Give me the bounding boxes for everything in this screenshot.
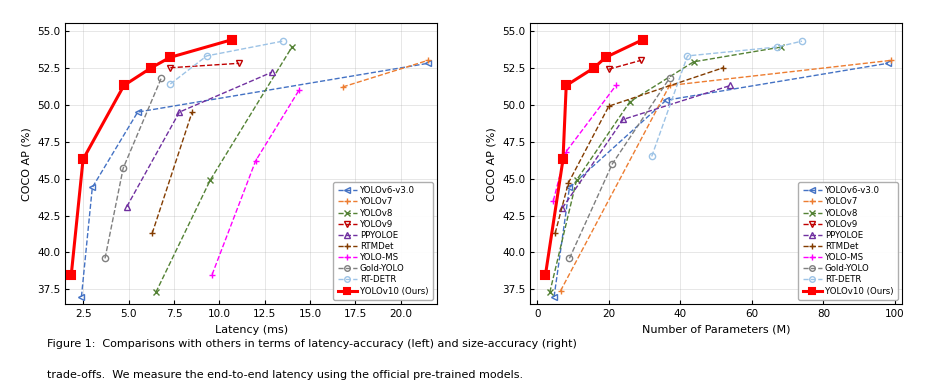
X-axis label: Latency (ms): Latency (ms) xyxy=(215,324,287,335)
Y-axis label: COCO AP (%): COCO AP (%) xyxy=(486,127,497,201)
Legend: YOLOv6-v3.0, YOLOv7, YOLOv8, YOLOv9, PPYOLOE, RTMDet, YOLO-MS, Gold-YOLO, RT-DET: YOLOv6-v3.0, YOLOv7, YOLOv8, YOLOv9, PPY… xyxy=(333,182,432,300)
Y-axis label: COCO AP (%): COCO AP (%) xyxy=(21,127,32,201)
X-axis label: Number of Parameters (M): Number of Parameters (M) xyxy=(642,324,790,335)
Text: Figure 1:  Comparisons with others in terms of latency-accuracy (left) and size-: Figure 1: Comparisons with others in ter… xyxy=(46,339,577,349)
Text: trade-offs.  We measure the end-to-end latency using the official pre-trained mo: trade-offs. We measure the end-to-end la… xyxy=(46,370,523,381)
Legend: YOLOv6-v3.0, YOLOv7, YOLOv8, YOLOv9, PPYOLOE, RTMDet, YOLO-MS, Gold-YOLO, RT-DET: YOLOv6-v3.0, YOLOv7, YOLOv8, YOLOv9, PPY… xyxy=(798,182,897,300)
